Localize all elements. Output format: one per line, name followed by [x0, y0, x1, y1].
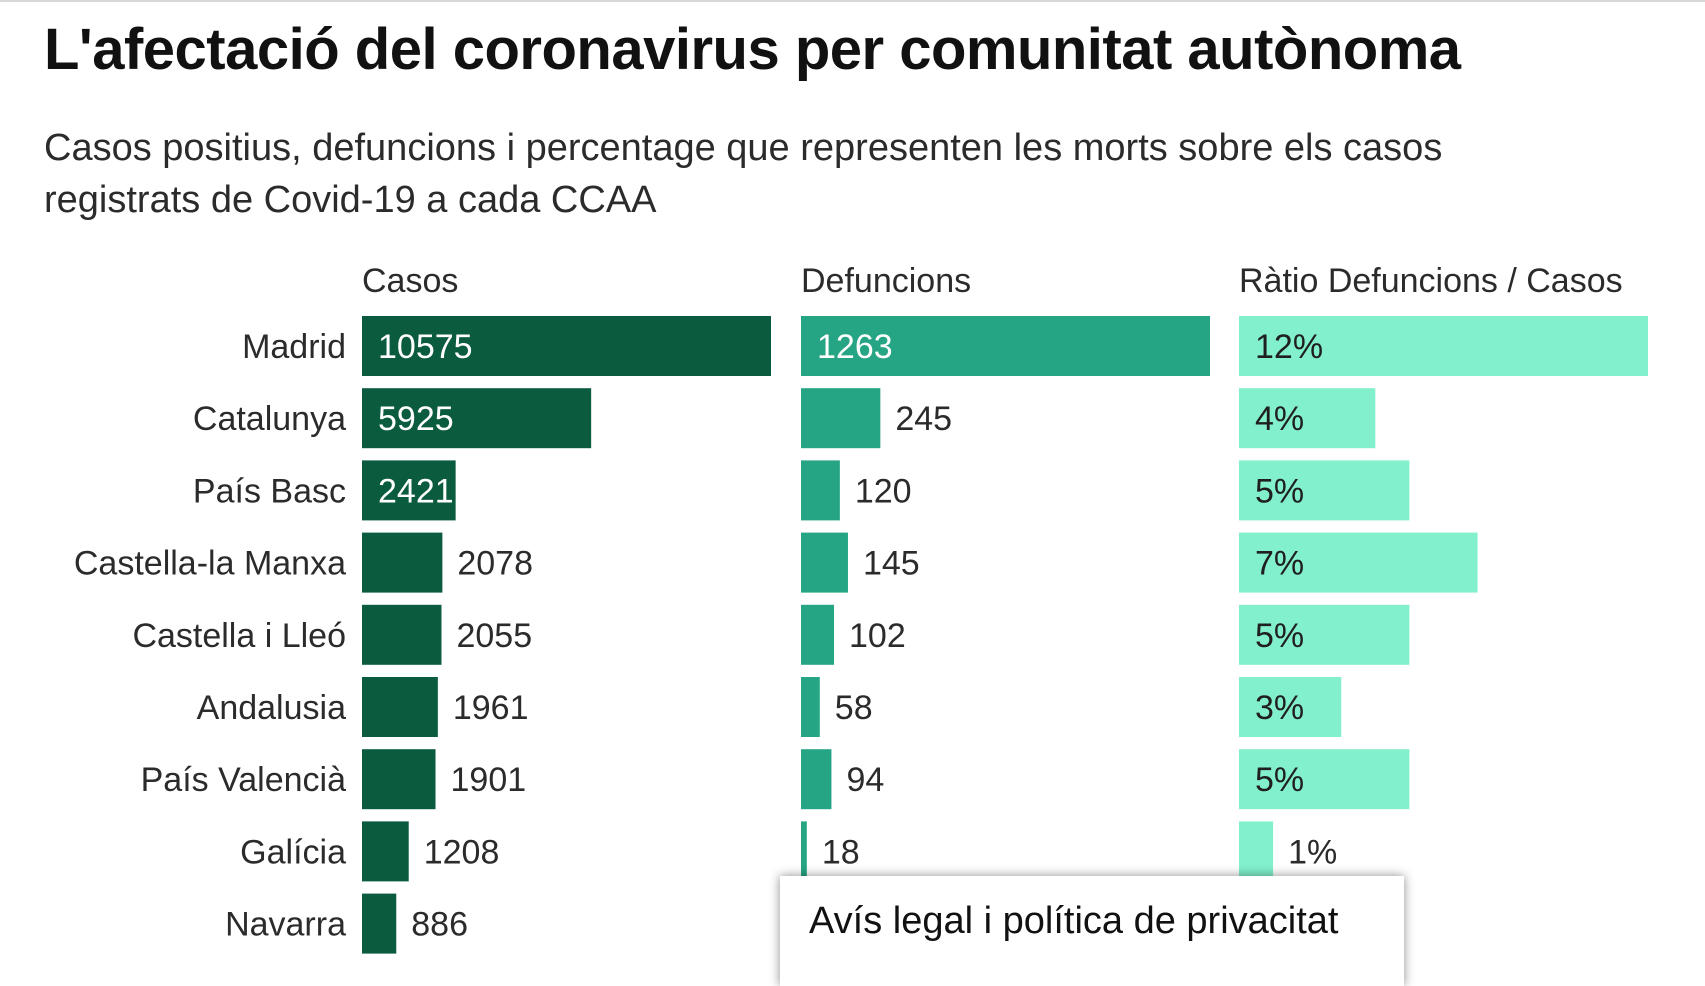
legal-notice-button[interactable]: Avís legal i política de privacitat [780, 876, 1404, 986]
data-label: 145 [863, 545, 920, 583]
category-label: Madrid [242, 328, 346, 366]
data-label: 2055 [456, 617, 532, 655]
column-header-0: Casos [362, 262, 458, 300]
bar [801, 604, 835, 665]
data-label: 120 [855, 472, 912, 510]
bar [362, 316, 771, 376]
category-label: Andalusia [197, 689, 346, 727]
data-label: 94 [846, 761, 884, 799]
data-label: 7% [1255, 545, 1304, 583]
bar [801, 316, 1210, 376]
bar [1239, 749, 1410, 810]
bar [801, 460, 840, 521]
column-header-1: Defuncions [801, 262, 971, 300]
bar [362, 604, 442, 665]
data-label: 102 [849, 617, 906, 655]
data-label: 1961 [453, 689, 529, 727]
data-label: 1263 [817, 328, 893, 366]
bar [801, 388, 881, 449]
data-label: 18 [822, 833, 860, 871]
bar [801, 749, 832, 810]
category-label: País Valencià [141, 761, 346, 799]
bar [801, 821, 807, 882]
bar [1239, 677, 1342, 737]
category-label: País Basc [193, 472, 346, 510]
category-label: Catalunya [193, 400, 346, 438]
bar [362, 893, 397, 954]
data-label: 5% [1255, 761, 1304, 799]
data-label: 1% [1288, 833, 1337, 871]
category-label: Castella-la Manxa [74, 545, 346, 583]
data-label: 2421 [378, 472, 454, 510]
chart-title: L'afectació del coronavirus per comunita… [44, 17, 1461, 82]
data-label: 2078 [457, 545, 533, 583]
bar [362, 677, 438, 737]
data-label: 886 [411, 906, 468, 944]
bar [1239, 821, 1274, 882]
bar [362, 532, 443, 593]
bar [362, 821, 409, 882]
bar [1239, 532, 1478, 593]
data-label: 4% [1255, 400, 1304, 438]
chart-subtitle: Casos positius, defuncions i percentage … [44, 127, 1443, 221]
data-label: 1208 [424, 833, 500, 871]
bar-chart: Casos Defuncions Ràtio Defuncions / Casos M… [74, 262, 1648, 954]
data-label: 58 [835, 689, 873, 727]
top-rule [0, 0, 1705, 2]
data-label: 5% [1255, 617, 1304, 655]
data-label: 5% [1255, 472, 1304, 510]
data-label: 12% [1255, 328, 1323, 366]
bar [801, 677, 820, 737]
data-label: 5925 [378, 400, 454, 438]
bar [362, 749, 436, 810]
bar [1239, 388, 1376, 449]
data-label: 245 [895, 400, 952, 438]
bar [1239, 604, 1410, 665]
data-label: 10575 [378, 328, 473, 366]
category-label: Galícia [240, 833, 346, 871]
data-label: 3% [1255, 689, 1304, 727]
category-label: Navarra [225, 906, 346, 944]
bar [801, 532, 848, 593]
category-label: Castella i Lleó [132, 617, 346, 655]
bar [1239, 316, 1648, 376]
bar [362, 460, 456, 521]
data-label: 1901 [451, 761, 527, 799]
column-header-2: Ràtio Defuncions / Casos [1239, 262, 1623, 300]
bar [362, 388, 592, 449]
bar [1239, 460, 1410, 521]
